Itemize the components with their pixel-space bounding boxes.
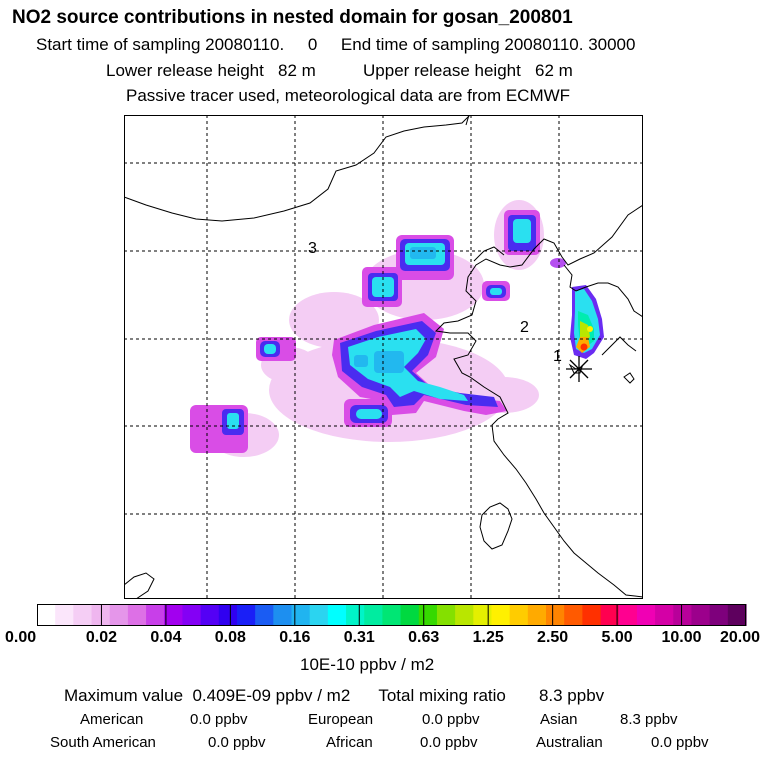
release-height-line: Lower release height 82 m Upper release … (106, 61, 573, 80)
colorbar-cell (600, 604, 620, 626)
colorbar-cell (182, 604, 202, 626)
coastline (124, 115, 643, 599)
colorbar-cell (327, 604, 347, 626)
colorbar-cell (55, 604, 74, 626)
colorbar-cell (582, 604, 602, 626)
tracer-plume (190, 200, 604, 457)
colorbar-cell (255, 604, 274, 626)
colorbar-cell (564, 604, 583, 626)
colorbar-tick-label: 5.00 (601, 629, 633, 646)
colorbar-tick-label: 10.00 (661, 629, 702, 646)
asian-label: Asian (540, 711, 578, 728)
colorbar-cell (364, 604, 384, 626)
african-label: African (326, 734, 373, 751)
colorbar-cell (273, 604, 293, 626)
australian-value: 0.0 ppbv (651, 734, 709, 751)
site-label-2: 2 (520, 319, 529, 336)
colorbar-cell (127, 604, 147, 626)
colorbar-cell (709, 604, 729, 626)
australian-label: Australian (536, 734, 603, 751)
site-label-1: 1 (553, 348, 562, 365)
colorbar-cell (491, 604, 511, 626)
colorbar-cell (146, 604, 165, 626)
colorbar-tick-label: 0.08 (214, 629, 246, 646)
colorbar-tick-label: 0.63 (408, 629, 440, 646)
colorbar-cell (473, 604, 493, 626)
colorbar-cell (37, 604, 56, 626)
colorbar-cell (509, 604, 529, 626)
colorbar-tick-label: 0.02 (85, 629, 118, 646)
south-american-value: 0.0 ppbv (208, 734, 266, 751)
colorbar-cell (527, 604, 547, 626)
asterisk-icon (566, 356, 592, 382)
american-value: 0.0 ppbv (190, 711, 248, 728)
colorbar-cell (291, 604, 311, 626)
site-label-3: 3 (308, 240, 317, 257)
colorbar-cell (218, 604, 238, 626)
lat-lon-grid (124, 115, 643, 599)
colorbar-cell (73, 604, 93, 626)
colorbar-cell (727, 604, 747, 626)
asian-value: 8.3 ppbv (620, 711, 678, 728)
colorbar-tick-label: 20.00 (719, 629, 760, 646)
colorbar-cell (164, 604, 184, 626)
colorbar-cell (436, 604, 456, 626)
colorbar-tick-label: 0.04 (150, 629, 182, 646)
colorbar-cell (109, 604, 129, 626)
african-value: 0.0 ppbv (420, 734, 478, 751)
colorbar-tick-label: 2.50 (537, 629, 569, 646)
colorbar-cell (618, 604, 638, 626)
colorbar-units: 10E-10 ppbv / m2 (300, 655, 435, 674)
south-american-label: South American (50, 734, 156, 751)
colorbar-cell (655, 604, 674, 626)
colorbar-cell (346, 604, 365, 626)
colorbar-tick-label: 0.31 (343, 629, 375, 646)
sampling-time-line: Start time of sampling 20080110. 0 End t… (36, 35, 636, 54)
colorbar-tick-label: 0.16 (279, 629, 311, 646)
european-value: 0.0 ppbv (422, 711, 480, 728)
tracer-info-line: Passive tracer used, meteorological data… (126, 86, 571, 105)
colorbar-cell (673, 604, 693, 626)
colorbar-tick-label: 0.00 (5, 629, 37, 646)
colorbar-cell (418, 604, 438, 626)
colorbar-cell (455, 604, 474, 626)
colorbar-cell (691, 604, 711, 626)
colorbar-cell (236, 604, 256, 626)
colorbar-cell (400, 604, 420, 626)
colorbar-cell (91, 604, 111, 626)
maximum-value-line: Maximum value 0.409E-09 ppbv / m2 Total … (64, 686, 605, 705)
european-label: European (308, 711, 374, 728)
plot-title: NO2 source contributions in nested domai… (12, 7, 573, 28)
colorbar-tick-label: 1.25 (472, 629, 504, 646)
colorbar-cell (546, 604, 565, 626)
colorbar-cell (200, 604, 220, 626)
colorbar-cell (636, 604, 656, 626)
colorbar (37, 604, 747, 626)
source-contribution-map: 1 2 3 (124, 115, 643, 599)
american-label: American (80, 711, 144, 728)
colorbar-cell (382, 604, 402, 626)
colorbar-cell (309, 604, 329, 626)
